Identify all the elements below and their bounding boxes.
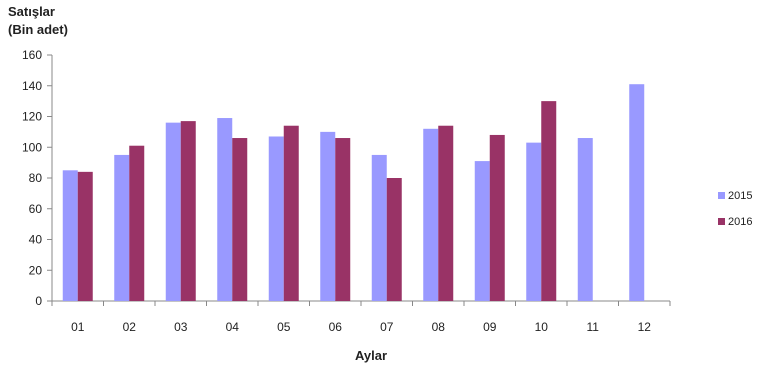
bar-2015-03 — [165, 122, 181, 302]
y-tick-label: 40 — [29, 233, 43, 247]
x-tick-label: 11 — [587, 320, 600, 334]
bar-2015-11 — [577, 138, 593, 301]
y-tick-label: 60 — [29, 202, 43, 216]
legend-label-2015: 2015 — [728, 190, 752, 202]
bar-2016-05 — [283, 125, 299, 301]
y-tick-label: 0 — [35, 294, 42, 308]
y-tick-label: 120 — [22, 110, 42, 124]
x-tick-label: 06 — [329, 320, 343, 334]
bar-2015-08 — [423, 128, 439, 301]
bar-2015-06 — [320, 131, 336, 301]
x-tick-label: 08 — [432, 320, 446, 334]
x-tick-label: 10 — [535, 320, 549, 334]
bar-2015-02 — [114, 154, 130, 301]
bar-2015-04 — [217, 118, 233, 301]
bar-2015-05 — [268, 136, 284, 301]
legend-label-2016: 2016 — [728, 216, 752, 228]
x-tick-label: 05 — [277, 320, 291, 334]
y-tick-label: 140 — [22, 79, 42, 93]
x-tick-label: 07 — [380, 320, 394, 334]
x-tick-label: 01 — [71, 320, 85, 334]
x-tick-label: 12 — [638, 320, 652, 334]
y-tick-label: 80 — [29, 171, 43, 185]
bar-2015-07 — [371, 154, 387, 301]
y-tick-label: 160 — [22, 48, 42, 62]
bar-2016-03 — [180, 121, 196, 301]
bar-2016-07 — [386, 178, 402, 301]
bar-2016-02 — [129, 145, 145, 301]
x-tick-label: 09 — [483, 320, 497, 334]
bar-2015-10 — [526, 142, 542, 301]
y-tick-label: 100 — [22, 140, 42, 154]
bar-2016-01 — [77, 171, 93, 301]
bar-2016-06 — [335, 138, 351, 301]
y-axis-label-line-1: Satışlar — [8, 4, 55, 19]
bar-2016-09 — [489, 134, 505, 301]
bar-2015-09 — [474, 161, 490, 301]
legend-swatch-2015 — [718, 192, 725, 199]
x-axis-title: Aylar — [355, 348, 387, 363]
x-tick-label: 04 — [226, 320, 240, 334]
y-tick-label: 20 — [29, 263, 43, 277]
y-axis-label-line-2: (Bin adet) — [8, 22, 68, 37]
bar-2015-12 — [629, 84, 645, 302]
x-tick-label: 02 — [123, 320, 137, 334]
bar-2015-01 — [62, 170, 78, 301]
x-tick-label: 03 — [174, 320, 188, 334]
bar-2016-10 — [541, 101, 557, 301]
bar-2016-08 — [438, 125, 454, 301]
bar-2016-04 — [232, 138, 248, 301]
legend-swatch-2016 — [718, 218, 725, 225]
